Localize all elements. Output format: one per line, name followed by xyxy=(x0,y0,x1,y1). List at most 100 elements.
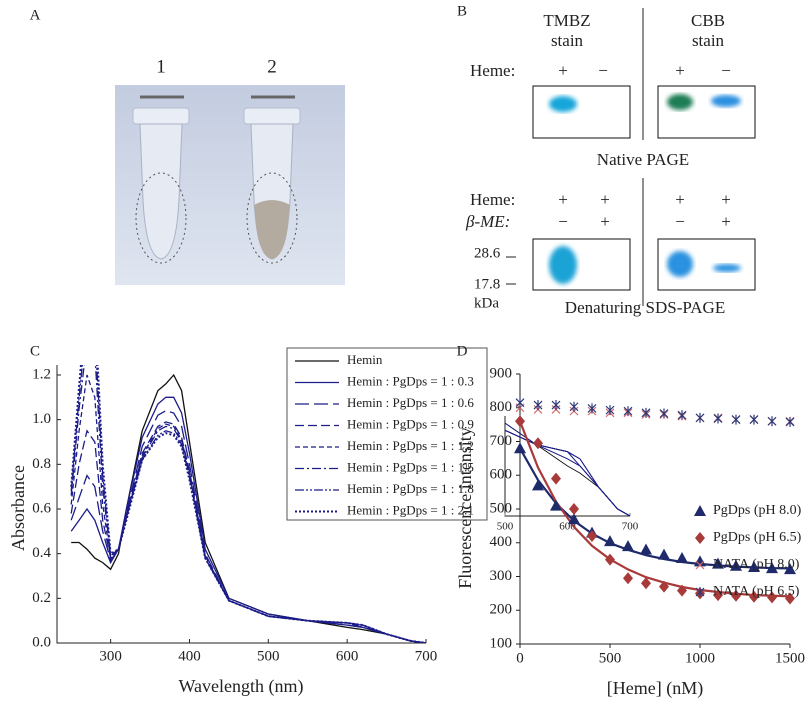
marker-shape xyxy=(766,562,778,574)
condition: + xyxy=(675,61,685,80)
point xyxy=(515,397,525,408)
marker-label: 17.8 xyxy=(474,276,500,292)
tube-content xyxy=(254,200,290,259)
tube-label: 2 xyxy=(267,56,277,77)
condition: + xyxy=(600,212,610,231)
condition: + xyxy=(558,190,568,209)
legend-marker xyxy=(695,587,705,597)
marker-shape xyxy=(640,543,652,555)
marker-shape xyxy=(785,592,795,605)
condition: − xyxy=(558,212,568,231)
marker-shape xyxy=(695,560,705,570)
point xyxy=(713,413,723,424)
line xyxy=(70,409,426,643)
y-tick-label: 1.0 xyxy=(32,411,51,427)
row-label: Heme: xyxy=(470,190,515,209)
panel-label: C xyxy=(30,343,40,359)
condition: − xyxy=(721,61,731,80)
marker-shape xyxy=(533,400,543,411)
x-tick-label: 1000 xyxy=(685,650,715,666)
point xyxy=(640,543,652,555)
y-tick-label: 0.8 xyxy=(32,456,51,472)
point xyxy=(569,503,579,515)
marker-shape xyxy=(731,414,741,425)
condition: + xyxy=(600,190,610,209)
marker-shape xyxy=(587,530,597,542)
marker-shape xyxy=(641,407,651,418)
marker-shape xyxy=(695,532,705,544)
marker-shape xyxy=(514,442,526,454)
marker-shape xyxy=(659,408,669,419)
inset-line xyxy=(505,429,630,516)
inset-line xyxy=(505,429,630,516)
point xyxy=(514,442,526,454)
point xyxy=(550,499,562,511)
x-tick-label: 0 xyxy=(516,650,524,666)
legend-label: Hemin : PgDps = 1 : 0.3 xyxy=(347,373,474,388)
marker-shape xyxy=(676,551,688,563)
y-axis-title: Fluorescence intensity xyxy=(455,427,475,588)
point xyxy=(641,407,651,418)
condition: + xyxy=(721,212,731,231)
condition: − xyxy=(598,61,608,80)
legend-label: Hemin : PgDps = 1 : 1.8 xyxy=(347,481,474,496)
row-label: β-ME: xyxy=(465,212,510,231)
point xyxy=(676,551,688,563)
marker-shape xyxy=(551,472,561,485)
point xyxy=(785,416,795,427)
highlight xyxy=(246,172,298,264)
point xyxy=(551,400,561,411)
tube-label: 1 xyxy=(156,56,166,77)
y-tick-label: 400 xyxy=(490,534,513,550)
tube-cap xyxy=(132,107,190,125)
point xyxy=(694,555,706,567)
point xyxy=(784,563,796,575)
marker-shape xyxy=(694,505,706,516)
row-label: Heme: xyxy=(470,61,515,80)
marker-shape xyxy=(694,555,706,567)
stain-name: stain xyxy=(692,31,725,50)
legend-label: Hemin : PgDps = 1 : 2.1 xyxy=(347,502,474,517)
legend-label: Hemin : PgDps = 1 : 0.6 xyxy=(347,395,474,410)
marker-shape xyxy=(568,513,580,525)
y-tick-label: 0.2 xyxy=(32,590,51,606)
point xyxy=(677,584,687,597)
legend-label: Hemin : PgDps = 1 : 1.5 xyxy=(347,459,474,474)
point xyxy=(748,561,760,573)
legend-label: NATA (pH 8.0) xyxy=(713,557,800,572)
y-tick-label: 300 xyxy=(490,568,513,584)
marker-shape xyxy=(532,479,544,491)
marker-shape xyxy=(550,499,562,511)
marker-shape xyxy=(767,591,777,604)
marker-shape xyxy=(695,412,705,423)
x-axis-title: Wavelength (nm) xyxy=(178,676,303,697)
marker-shape xyxy=(785,416,795,427)
legend-label: Hemin : PgDps = 1 : 0.9 xyxy=(347,416,474,431)
point xyxy=(749,414,759,425)
legend-marker xyxy=(694,505,706,516)
point xyxy=(622,540,634,552)
point xyxy=(568,513,580,525)
plot xyxy=(70,365,426,643)
line xyxy=(70,365,426,643)
panel-label: D xyxy=(457,343,468,359)
unit: kDa xyxy=(474,295,499,311)
point xyxy=(587,403,597,414)
marker-shape xyxy=(623,406,633,417)
band xyxy=(549,246,577,284)
stain-name: CBB xyxy=(691,11,725,30)
point xyxy=(587,530,597,542)
point xyxy=(659,408,669,419)
y-axis-title: Absorbance xyxy=(8,465,28,551)
point xyxy=(785,592,795,605)
stain-name: TMBZ xyxy=(543,11,590,30)
inset-tick-label: 700 xyxy=(622,521,639,533)
marker-shape xyxy=(749,414,759,425)
marker-shape xyxy=(659,580,669,593)
x-tick-label: 700 xyxy=(415,648,438,664)
point xyxy=(569,401,579,412)
gel xyxy=(657,85,756,139)
y-tick-label: 700 xyxy=(490,433,513,449)
point xyxy=(604,535,616,547)
point xyxy=(731,414,741,425)
